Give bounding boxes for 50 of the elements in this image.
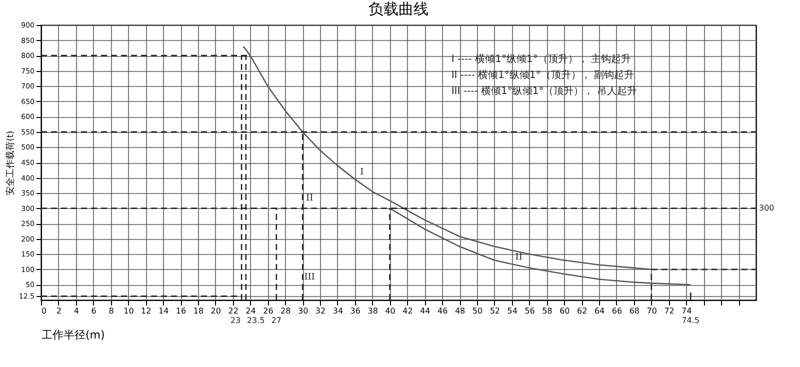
x-axis-title: 工作半径(m) [42,328,105,342]
x-tick-label: 44 [420,306,430,316]
x-tick-label: 52 [490,306,500,316]
chart-title: 负载曲线 [368,0,428,18]
annotation: 23 [230,316,241,325]
annotation: II [515,252,523,262]
x-tick-label: 66 [612,306,622,316]
x-tick-label: 46 [438,306,448,316]
x-tick-label: 8 [108,306,114,316]
x-tick-label: 2 [56,306,62,316]
x-tick-label: 72 [664,306,674,316]
annotation: 300 [759,203,774,212]
x-tick-label: 28 [280,306,291,316]
x-tick-label: 12 [141,306,152,316]
annotation: II [306,193,314,204]
x-tick-label: 36 [350,306,360,316]
x-tick-label: 32 [315,306,326,316]
x-tick-label: 62 [577,306,588,316]
annotation: I [360,167,364,178]
x-tick-label: 56 [524,306,535,316]
x-tick-label: 38 [368,306,378,316]
x-tick-label: 26 [263,306,274,316]
x-tick-label: 30 [298,306,308,316]
x-tick-label: 60 [560,306,570,316]
x-tick-label: 14 [158,306,169,316]
x-tick-label: 42 [402,306,413,316]
x-tick-label: 24 [246,306,256,316]
x-tick-label: 6 [91,306,96,316]
x-tick-label: 4 [74,306,79,316]
x-tick-label: 64 [594,306,605,316]
x-tick-label: 10 [124,306,134,316]
x-tick-label: 70 [646,306,657,316]
x-tick-label: 18 [193,306,204,316]
x-tick-label: 34 [332,306,344,316]
x-tick-label: 22 [228,306,238,316]
y-axis-title: 安全工作载荷(t) [4,130,16,196]
x-tick-label: 16 [176,306,186,316]
annotation: 23.5 [246,316,265,325]
x-tick-label: 0 [42,306,47,316]
x-tick-label: 48 [454,306,466,316]
x-tick-label: 58 [542,306,552,316]
annotation: 74.5 [682,316,700,325]
annotation: III [304,272,316,283]
x-tick-label: 74 [682,306,692,316]
x-tick-label: 68 [629,306,640,316]
x-tick-label: 40 [385,306,396,316]
annotation: 27 [271,316,282,325]
x-tick-label: 20 [210,306,221,316]
x-tick-label: 50 [472,306,483,316]
x-tick-label: 54 [507,306,518,316]
